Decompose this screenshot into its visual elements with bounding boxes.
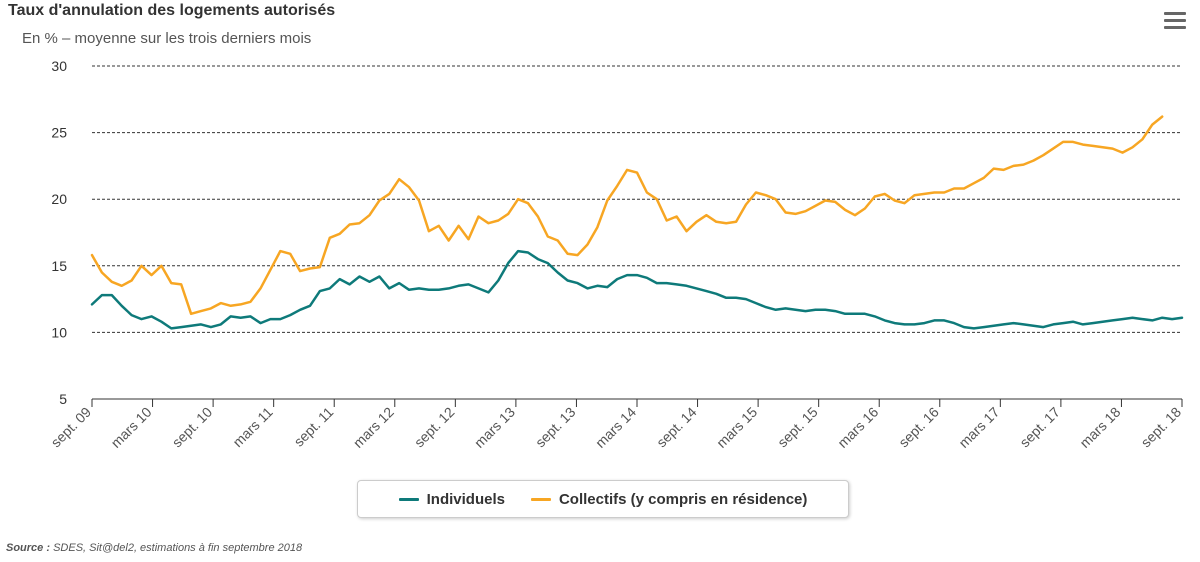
- source-text: SDES, Sit@del2, estimations à fin septem…: [50, 542, 303, 554]
- series-line-individuels[interactable]: [90, 249, 1184, 330]
- x-tick-label: mars 16: [834, 404, 881, 451]
- series-line-collectifs[interactable]: [90, 115, 1164, 316]
- y-tick-label: 5: [59, 391, 67, 407]
- y-tick-label: 20: [51, 191, 67, 207]
- chart-title: Taux d'annulation des logements autorisé…: [8, 2, 336, 19]
- x-tick-label: mars 18: [1076, 404, 1123, 451]
- x-tick-label: sept. 14: [653, 404, 700, 451]
- legend-label-individuels: Individuels: [426, 490, 505, 508]
- x-tick-label: mars 12: [350, 404, 397, 451]
- y-tick-label: 30: [51, 58, 67, 74]
- chart-legend: Individuels Collectifs (y compris en rés…: [357, 480, 849, 518]
- legend-swatch-individuels: [398, 497, 419, 501]
- source-label: Source :: [6, 542, 51, 554]
- x-tick-label: sept. 18: [1138, 404, 1185, 451]
- legend-swatch-collectifs: [530, 497, 551, 501]
- y-tick-label: 15: [51, 258, 67, 274]
- line-chart: 5 10 15 20 25 30 sept. 09 mars 10 sept. 10 mars …: [48, 58, 1185, 451]
- x-tick-label: sept. 16: [895, 404, 942, 451]
- legend-item-collectifs[interactable]: Collectifs (y compris en résidence): [530, 490, 808, 508]
- source-note: Source : SDES, Sit@del2, estimations à f…: [6, 542, 302, 554]
- x-tick-label: mars 14: [592, 404, 639, 451]
- x-tick-label: mars 10: [108, 404, 155, 451]
- legend-label-collectifs: Collectifs (y compris en résidence): [558, 490, 808, 508]
- x-tick-label: sept. 12: [411, 404, 458, 451]
- x-tick-label: sept. 15: [774, 404, 821, 451]
- x-tick-label: mars 17: [955, 404, 1002, 451]
- x-tick-label: mars 11: [229, 404, 275, 450]
- x-tick-label: sept. 13: [532, 404, 579, 451]
- x-tick-label: mars 15: [713, 404, 760, 451]
- x-tick-label: sept. 10: [169, 404, 216, 451]
- hamburger-menu-icon[interactable]: [1164, 12, 1186, 32]
- x-tick-label: sept. 09: [48, 404, 95, 451]
- chart-subtitle: En % – moyenne sur les trois derniers mo…: [22, 30, 312, 47]
- y-tick-label: 10: [51, 324, 67, 340]
- y-tick-label: 25: [51, 125, 67, 141]
- x-tick-label: sept. 11: [291, 404, 337, 450]
- legend-item-individuels[interactable]: Individuels: [398, 490, 505, 508]
- x-tick-label: sept. 17: [1016, 404, 1063, 451]
- x-tick-label: mars 13: [471, 404, 518, 451]
